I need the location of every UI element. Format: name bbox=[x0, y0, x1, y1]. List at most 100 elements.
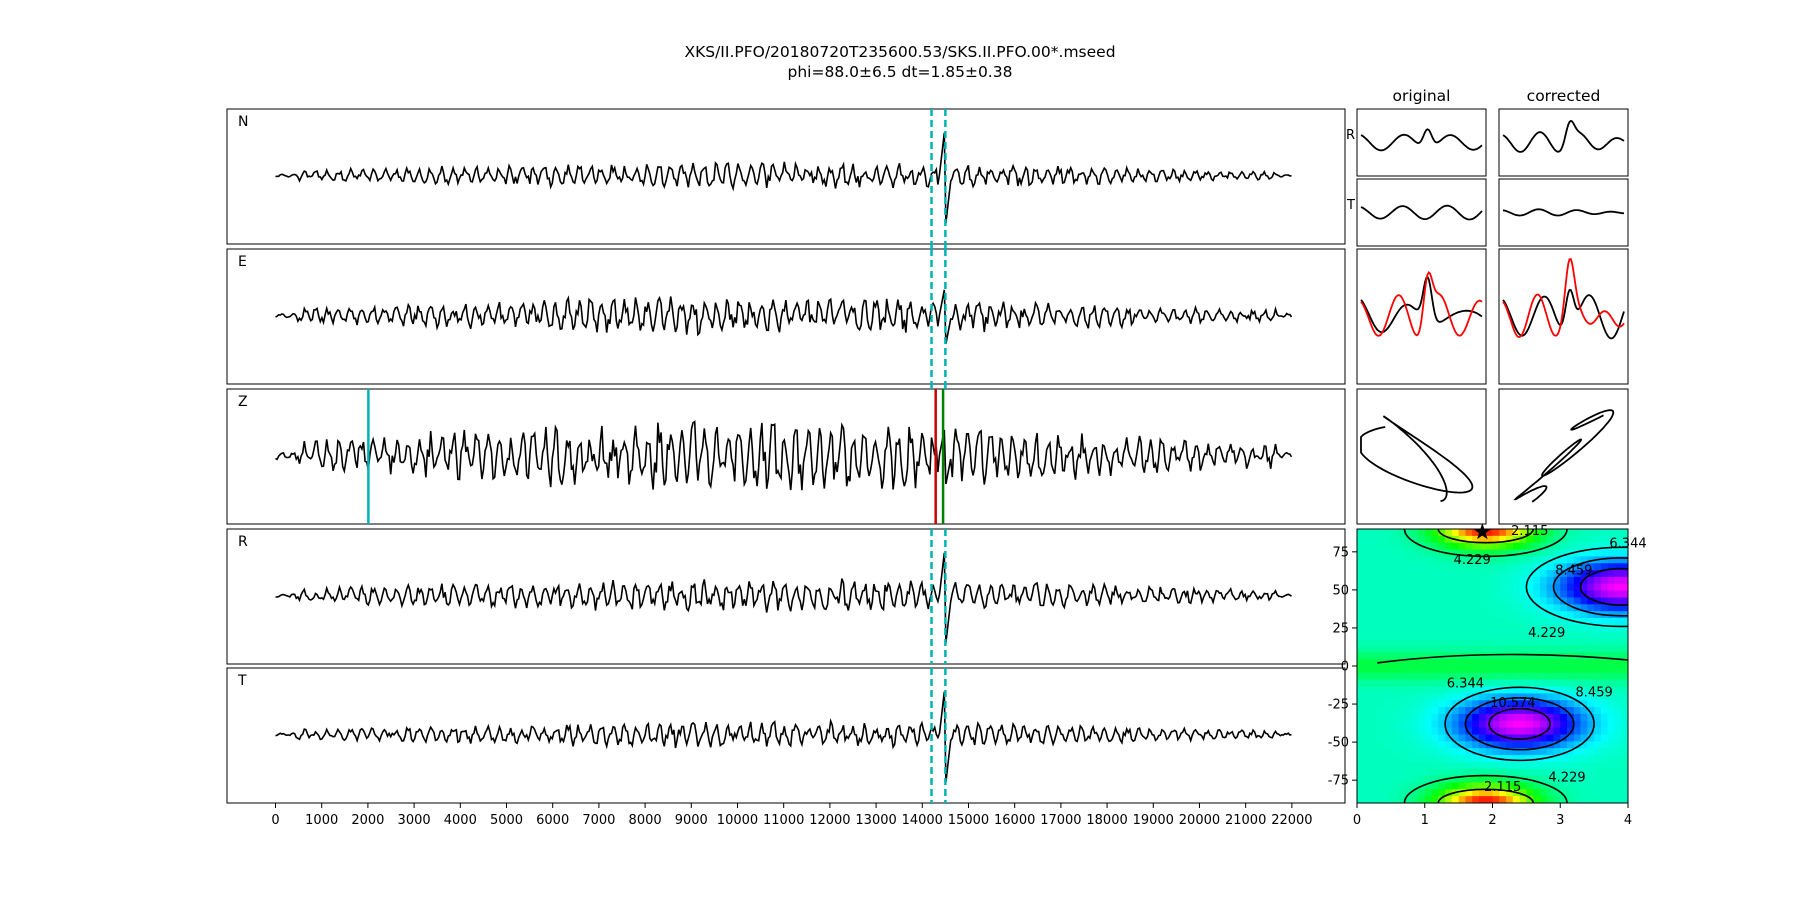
heat-cell bbox=[1458, 576, 1467, 585]
heat-cell bbox=[1472, 535, 1480, 544]
heat-cell bbox=[1506, 700, 1514, 708]
heat-cell bbox=[1458, 734, 1467, 742]
heat-cell bbox=[1587, 529, 1595, 537]
heat-cell bbox=[1539, 686, 1548, 694]
heat-cell bbox=[1553, 775, 1561, 784]
heat-cell bbox=[1621, 713, 1628, 722]
heat-cell bbox=[1357, 556, 1365, 564]
heat-cell bbox=[1533, 727, 1541, 736]
heat-cell bbox=[1357, 659, 1365, 667]
heat-cell bbox=[1397, 590, 1406, 599]
heat-cell bbox=[1397, 563, 1406, 571]
heat-cell bbox=[1451, 631, 1460, 640]
heat-cell bbox=[1573, 693, 1582, 701]
heat-cell bbox=[1478, 713, 1487, 722]
heat-cell bbox=[1363, 535, 1372, 544]
window-cell-corrected-0 bbox=[1498, 108, 1629, 177]
heat-cell bbox=[1499, 761, 1507, 770]
heat-cell bbox=[1607, 604, 1616, 612]
heat-cell bbox=[1519, 768, 1527, 777]
x-tick-label: 21000 bbox=[1225, 813, 1266, 828]
heat-cell bbox=[1390, 666, 1399, 674]
heat-cell bbox=[1533, 686, 1541, 694]
heat-cell bbox=[1438, 576, 1446, 585]
heat-cell bbox=[1377, 576, 1385, 585]
heat-cell bbox=[1390, 789, 1399, 797]
heat-cell bbox=[1600, 638, 1609, 647]
heat-cell bbox=[1560, 796, 1568, 803]
heat-cell bbox=[1519, 755, 1527, 763]
heat-cell bbox=[1478, 645, 1487, 653]
heat-cell bbox=[1492, 638, 1500, 647]
heat-cell bbox=[1553, 542, 1561, 551]
heat-cell bbox=[1499, 652, 1507, 660]
heat-cell bbox=[1533, 782, 1541, 790]
window-cell-corrected-3 bbox=[1498, 388, 1629, 525]
heat-cell bbox=[1478, 707, 1487, 715]
heat-cell bbox=[1451, 720, 1460, 729]
heat-cell bbox=[1485, 727, 1494, 736]
heat-cell bbox=[1472, 748, 1480, 756]
heat-cell bbox=[1594, 549, 1602, 557]
heat-cell bbox=[1458, 638, 1467, 647]
x-tick-label: 3000 bbox=[398, 813, 431, 828]
heat-cell bbox=[1478, 720, 1487, 729]
heat-cell bbox=[1384, 789, 1392, 797]
heat-cell bbox=[1492, 535, 1500, 544]
heat-cell bbox=[1445, 659, 1453, 667]
heat-cell bbox=[1390, 570, 1399, 578]
heat-cell bbox=[1492, 727, 1500, 736]
heat-cell bbox=[1370, 666, 1378, 674]
heat-cell bbox=[1506, 652, 1514, 660]
heat-cell bbox=[1546, 796, 1555, 803]
heat-cell bbox=[1478, 624, 1487, 633]
x-tick-label: 13000 bbox=[855, 813, 896, 828]
misfit-y-tick-label: 50 bbox=[1332, 583, 1349, 598]
heat-cell bbox=[1587, 686, 1595, 694]
heat-cell bbox=[1506, 727, 1514, 736]
heat-cell bbox=[1424, 748, 1433, 756]
window-trace bbox=[1502, 208, 1625, 217]
heat-cell bbox=[1472, 631, 1480, 640]
heat-cell bbox=[1600, 755, 1609, 763]
heat-cell bbox=[1573, 789, 1582, 797]
heat-cell bbox=[1607, 556, 1616, 564]
heat-cell bbox=[1492, 686, 1500, 694]
heat-cell bbox=[1539, 604, 1548, 612]
heat-cell bbox=[1465, 720, 1473, 729]
heat-cell bbox=[1492, 679, 1500, 688]
heat-cell bbox=[1539, 631, 1548, 640]
heat-cell bbox=[1567, 713, 1575, 722]
window-cell-original-2 bbox=[1356, 248, 1487, 385]
heat-cell bbox=[1363, 549, 1372, 557]
heat-cell bbox=[1567, 679, 1575, 688]
x-tick-label: 11000 bbox=[763, 813, 804, 828]
heat-cell bbox=[1499, 529, 1507, 537]
heat-cell bbox=[1404, 713, 1412, 722]
heat-cell bbox=[1424, 563, 1433, 571]
heat-cell bbox=[1600, 618, 1609, 626]
heat-cell bbox=[1492, 672, 1500, 681]
heat-cell bbox=[1458, 583, 1467, 592]
heat-cell bbox=[1357, 535, 1365, 544]
heat-cell bbox=[1390, 659, 1399, 667]
heat-cell bbox=[1417, 652, 1426, 660]
heat-cell bbox=[1580, 570, 1588, 578]
heat-cell bbox=[1431, 563, 1439, 571]
heat-cell bbox=[1580, 583, 1588, 592]
heat-cell bbox=[1499, 666, 1507, 674]
heat-cell bbox=[1397, 789, 1406, 797]
heat-cell bbox=[1492, 768, 1500, 777]
cell-frame bbox=[1356, 108, 1487, 177]
heat-cell bbox=[1424, 583, 1433, 592]
heat-cell bbox=[1567, 556, 1575, 564]
heat-cell bbox=[1363, 638, 1372, 647]
heat-cell bbox=[1519, 748, 1527, 756]
heat-cell bbox=[1594, 768, 1602, 777]
best-fit-star-icon bbox=[1473, 523, 1491, 540]
heat-cell bbox=[1357, 741, 1365, 749]
heat-cell bbox=[1573, 775, 1582, 784]
heat-cell bbox=[1451, 768, 1460, 777]
heat-cell bbox=[1553, 748, 1561, 756]
heat-cell bbox=[1411, 775, 1419, 784]
